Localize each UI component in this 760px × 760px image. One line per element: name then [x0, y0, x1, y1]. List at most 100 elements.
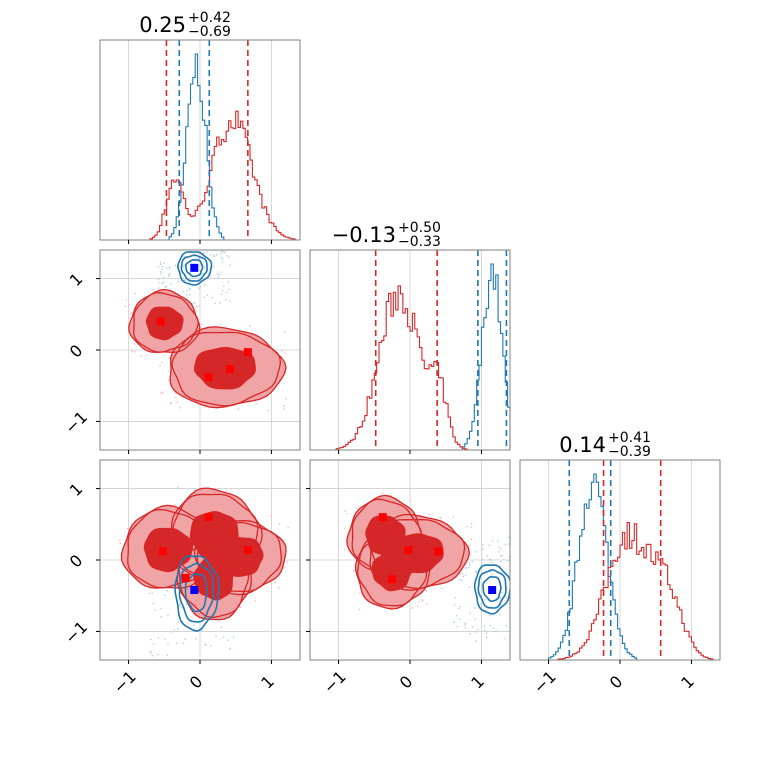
scatter-point-model-a — [159, 261, 162, 264]
scatter-point-model-a — [192, 302, 195, 304]
scatter-point-model-b — [281, 350, 283, 352]
scatter-point-model-a — [498, 551, 500, 553]
scatter-point-model-b — [470, 538, 473, 540]
scatter-point-model-b — [196, 305, 198, 308]
scatter-point-model-b — [283, 331, 286, 333]
scatter-point-model-a — [205, 643, 207, 646]
scatter-point-model-b — [269, 514, 272, 517]
scatter-point-model-b — [411, 607, 414, 609]
scatter-point-model-b — [344, 527, 346, 530]
scatter-point-model-a — [213, 255, 215, 258]
scatter-point-model-a — [220, 626, 223, 629]
scatter-point-model-a — [464, 567, 467, 569]
scatter-point-model-b — [239, 606, 242, 608]
scatter-point-model-a — [481, 548, 484, 551]
scatter-point-model-a — [223, 251, 226, 254]
scatter-point-model-a — [175, 642, 178, 645]
scatter-point-model-a — [464, 623, 466, 626]
panel-fill-group — [124, 243, 288, 412]
scatter-point-model-a — [226, 255, 228, 257]
x-tick-label: 1 — [467, 672, 488, 693]
scatter-point-model-a — [221, 244, 223, 246]
scatter-point-model-a — [232, 636, 235, 639]
scatter-point-model-a — [517, 586, 519, 588]
scatter-point-model-a — [220, 256, 223, 259]
scatter-point-model-b — [255, 402, 258, 405]
scatter-point-model-a — [181, 606, 183, 609]
scatter-point-model-a — [205, 243, 207, 245]
scatter-point-model-a — [210, 645, 212, 647]
scatter-point-model-a — [520, 553, 522, 555]
scatter-point-model-b — [283, 566, 286, 569]
scatter-point-model-a — [518, 586, 520, 588]
scatter-point-model-b — [468, 586, 471, 588]
marker-model-b — [434, 547, 443, 556]
contour-line-model-b — [169, 326, 287, 409]
scatter-point-model-b — [124, 305, 127, 308]
scatter-point-model-a — [232, 668, 234, 670]
scatter-point-model-a — [206, 251, 208, 253]
scatter-point-model-a — [499, 560, 502, 563]
contour-line-model-b — [371, 518, 466, 590]
scatter-point-model-a — [221, 258, 224, 260]
scatter-point-model-b — [425, 603, 428, 606]
scatter-point-model-b — [176, 401, 179, 403]
scatter-point-model-a — [157, 278, 160, 280]
scatter-point-model-a — [183, 279, 186, 282]
scatter-point-model-a — [215, 635, 217, 637]
panel-title-upper: +0.50 — [398, 220, 441, 236]
scatter-point-model-a — [489, 558, 492, 561]
scatter-point-model-a — [167, 643, 169, 646]
scatter-point-model-a — [221, 289, 224, 292]
scatter-point-model-b — [428, 513, 431, 516]
scatter-point-model-a — [148, 592, 151, 595]
scatter-point-model-b — [133, 343, 136, 345]
scatter-point-model-a — [220, 293, 223, 296]
scatter-point-model-a — [474, 551, 477, 553]
scatter-point-model-a — [157, 281, 160, 284]
y-tick-label: −1 — [61, 407, 91, 437]
contour-line-model-b — [171, 331, 282, 407]
scatter-point-model-b — [201, 323, 203, 326]
scatter-point-model-a — [156, 671, 158, 673]
scatter-point-model-a — [492, 627, 495, 629]
marker-model-a — [190, 586, 199, 594]
scatter-point-model-a — [471, 626, 474, 628]
scatter-point-model-a — [152, 602, 154, 605]
scatter-point-model-a — [476, 629, 479, 631]
marker-model-b — [204, 373, 213, 382]
scatter-point-model-b — [284, 352, 286, 354]
scatter-point-model-a — [218, 277, 220, 280]
scatter-point-model-b — [286, 561, 289, 563]
scatter-point-model-a — [195, 638, 197, 640]
scatter-point-model-b — [134, 351, 136, 353]
scatter-point-model-a — [511, 561, 513, 563]
scatter-point-model-b — [249, 325, 251, 327]
scatter-point-model-a — [177, 281, 179, 283]
scatter-point-model-a — [453, 621, 456, 624]
contour-fill-model-b-inner — [371, 551, 412, 592]
scatter-point-model-a — [512, 593, 514, 595]
scatter-point-model-a — [167, 614, 169, 616]
scatter-point-model-a — [529, 543, 531, 545]
scatter-point-model-a — [161, 282, 163, 285]
scatter-point-model-a — [499, 555, 502, 557]
contour-line-model-b — [351, 498, 423, 571]
scatter-point-model-a — [157, 637, 160, 639]
scatter-point-model-b — [287, 526, 289, 529]
scatter-point-model-a — [170, 631, 173, 633]
scatter-point-model-a — [499, 596, 502, 599]
scatter-point-model-b — [126, 527, 129, 530]
contour-line-model-a — [477, 569, 507, 609]
marker-model-b — [243, 546, 252, 554]
scatter-point-model-a — [511, 569, 513, 571]
scatter-point-model-b — [128, 304, 131, 306]
scatter-point-model-a — [468, 562, 471, 564]
contour-line-model-b — [346, 494, 424, 571]
scatter-point-model-a — [159, 263, 162, 265]
scatter-point-model-a — [168, 273, 170, 276]
scatter-point-model-a — [227, 280, 230, 283]
scatter-point-model-b — [346, 512, 348, 515]
contour-line-model-b — [133, 292, 199, 353]
contour-line-model-b — [178, 540, 250, 618]
